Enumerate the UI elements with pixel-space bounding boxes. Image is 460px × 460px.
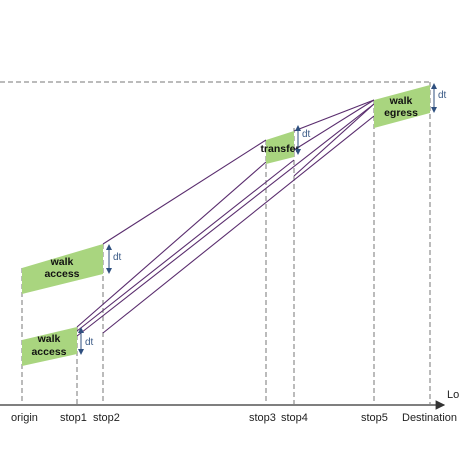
trajectory-a <box>76 161 267 328</box>
walk-access-upper-line1: walk <box>50 256 74 268</box>
stop-labels: origin stop1 stop2 stop3 stop4 stop5 Des… <box>11 412 457 424</box>
trajectory-c <box>76 103 375 337</box>
stop-label-stop4: stop4 <box>281 412 308 424</box>
walk-access-upper-box: walk access <box>22 244 103 294</box>
stop-label-destination: Destination <box>402 412 457 424</box>
trajectory-d <box>102 115 375 334</box>
dt-label-transfer: dt <box>302 129 311 140</box>
walk-egress-box: walk egress <box>374 85 430 128</box>
stop-guides <box>21 82 431 404</box>
trajectory-transfer-3 <box>293 103 375 177</box>
walk-egress-line2: egress <box>384 107 418 119</box>
walk-access-lower-line1: walk <box>37 333 61 345</box>
walk-egress-line1: walk <box>389 95 413 107</box>
walk-access-lower-box: walk access <box>22 327 77 366</box>
stop-label-stop3: stop3 <box>249 412 276 424</box>
dt-label-access-upper: dt <box>113 252 122 263</box>
trajectory-upper-access <box>102 139 267 245</box>
dt-label-access-lower: dt <box>85 337 94 348</box>
axis-end-label: Lo <box>447 389 459 401</box>
stop-label-origin: origin <box>11 412 38 424</box>
trajectories <box>76 99 375 337</box>
trajectory-transfer-2 <box>293 99 375 151</box>
transfer-box: transfer <box>260 131 300 164</box>
trajectory-transfer-1 <box>293 99 375 132</box>
dt-markers <box>78 83 437 355</box>
walk-access-lower-line2: access <box>31 346 66 358</box>
walk-access-upper-line2: access <box>44 268 79 280</box>
stop-label-stop2: stop2 <box>93 412 120 424</box>
stop-label-stop1: stop1 <box>60 412 87 424</box>
stop-label-stop5: stop5 <box>361 412 388 424</box>
trajectory-b <box>76 159 295 332</box>
transfer-label: transfer <box>260 143 299 155</box>
dt-label-egress: dt <box>438 90 447 101</box>
